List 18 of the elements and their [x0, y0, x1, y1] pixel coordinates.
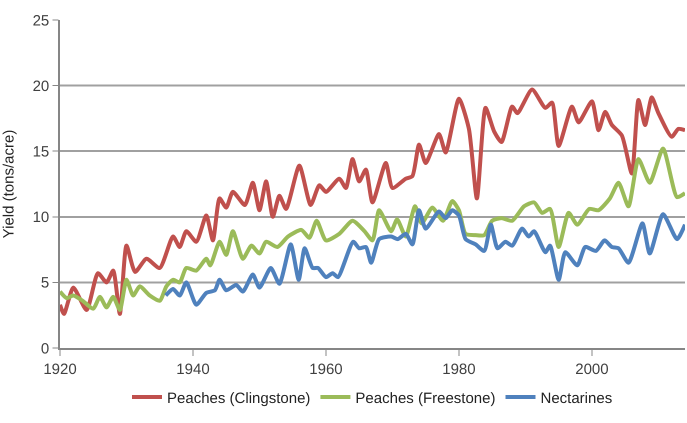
- y-tick-label: 10: [32, 209, 50, 226]
- y-tick-label: 15: [32, 143, 50, 160]
- y-tick-label: 20: [32, 78, 50, 95]
- x-tick-label: 1960: [309, 360, 343, 378]
- y-tick-label: 25: [32, 12, 50, 30]
- line-series: [60, 146, 685, 312]
- y-tick-label: 5: [40, 274, 50, 292]
- x-tick-label: 1920: [43, 360, 77, 378]
- legend-label: Peaches (Freestone): [355, 390, 496, 407]
- y-axis-title: Yield (tons/acre): [0, 130, 18, 238]
- x-tick-label: 1940: [176, 360, 210, 378]
- legend-label: Peaches (Clingstone): [167, 390, 310, 407]
- line-series: [164, 208, 685, 307]
- x-tick-label: 1980: [442, 360, 476, 378]
- y-tick-label: 0: [40, 340, 50, 358]
- x-tick-label: 2000: [575, 360, 609, 378]
- line-series: [60, 88, 685, 316]
- legend-label: Nectarines: [540, 390, 612, 407]
